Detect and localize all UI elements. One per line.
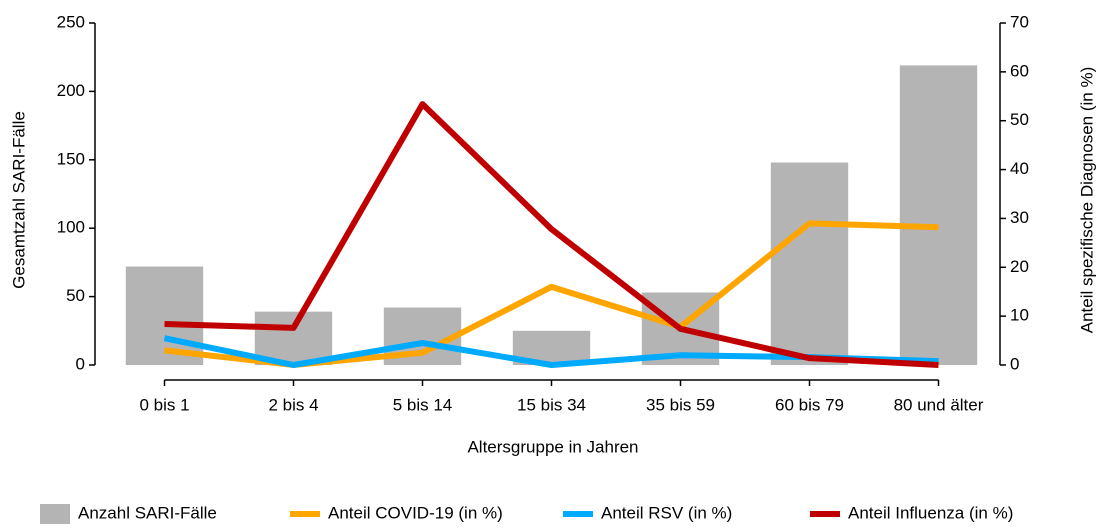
y2-tick-label: 60 <box>1010 61 1029 80</box>
bar <box>770 162 849 365</box>
x-tick-label: 35 bis 59 <box>646 395 715 414</box>
legend-swatch <box>40 504 70 524</box>
x-tick-label: 0 bis 1 <box>139 395 189 414</box>
y-tick-label: 100 <box>57 218 85 237</box>
y2-tick-label: 30 <box>1010 208 1029 227</box>
y2-tick-label: 20 <box>1010 257 1029 276</box>
y2-tick-label: 70 <box>1010 12 1029 31</box>
y-tick-label: 0 <box>76 354 85 373</box>
x-axis-label: Altersgruppe in Jahren <box>467 437 638 456</box>
bar <box>125 266 204 365</box>
x-tick-label: 60 bis 79 <box>775 395 844 414</box>
x-tick-label: 15 bis 34 <box>517 395 586 414</box>
y2-tick-label: 10 <box>1010 306 1029 325</box>
legend-label: Anteil COVID-19 (in %) <box>328 503 503 522</box>
x-tick-label: 80 und älter <box>894 395 984 414</box>
bar <box>254 311 333 365</box>
legend-label: Anteil Influenza (in %) <box>848 503 1013 522</box>
y-tick-label: 150 <box>57 149 85 168</box>
y2-tick-label: 0 <box>1010 354 1019 373</box>
y2-tick-label: 40 <box>1010 159 1029 178</box>
legend-label: Anzahl SARI-Fälle <box>78 503 217 522</box>
x-tick-label: 2 bis 4 <box>268 395 318 414</box>
x-tick-label: 5 bis 14 <box>393 395 453 414</box>
y-tick-label: 50 <box>66 286 85 305</box>
y-tick-label: 250 <box>57 12 85 31</box>
y-tick-label: 200 <box>57 81 85 100</box>
line <box>164 101 939 368</box>
bar <box>899 65 978 366</box>
y2-tick-label: 50 <box>1010 110 1029 129</box>
y-axis-label: Gesamtzahl SARI-Fälle <box>9 111 28 289</box>
y2-axis-label: Anteil spezifische Diagnosen (in %) <box>1077 67 1096 333</box>
legend-label: Anteil RSV (in %) <box>601 503 732 522</box>
